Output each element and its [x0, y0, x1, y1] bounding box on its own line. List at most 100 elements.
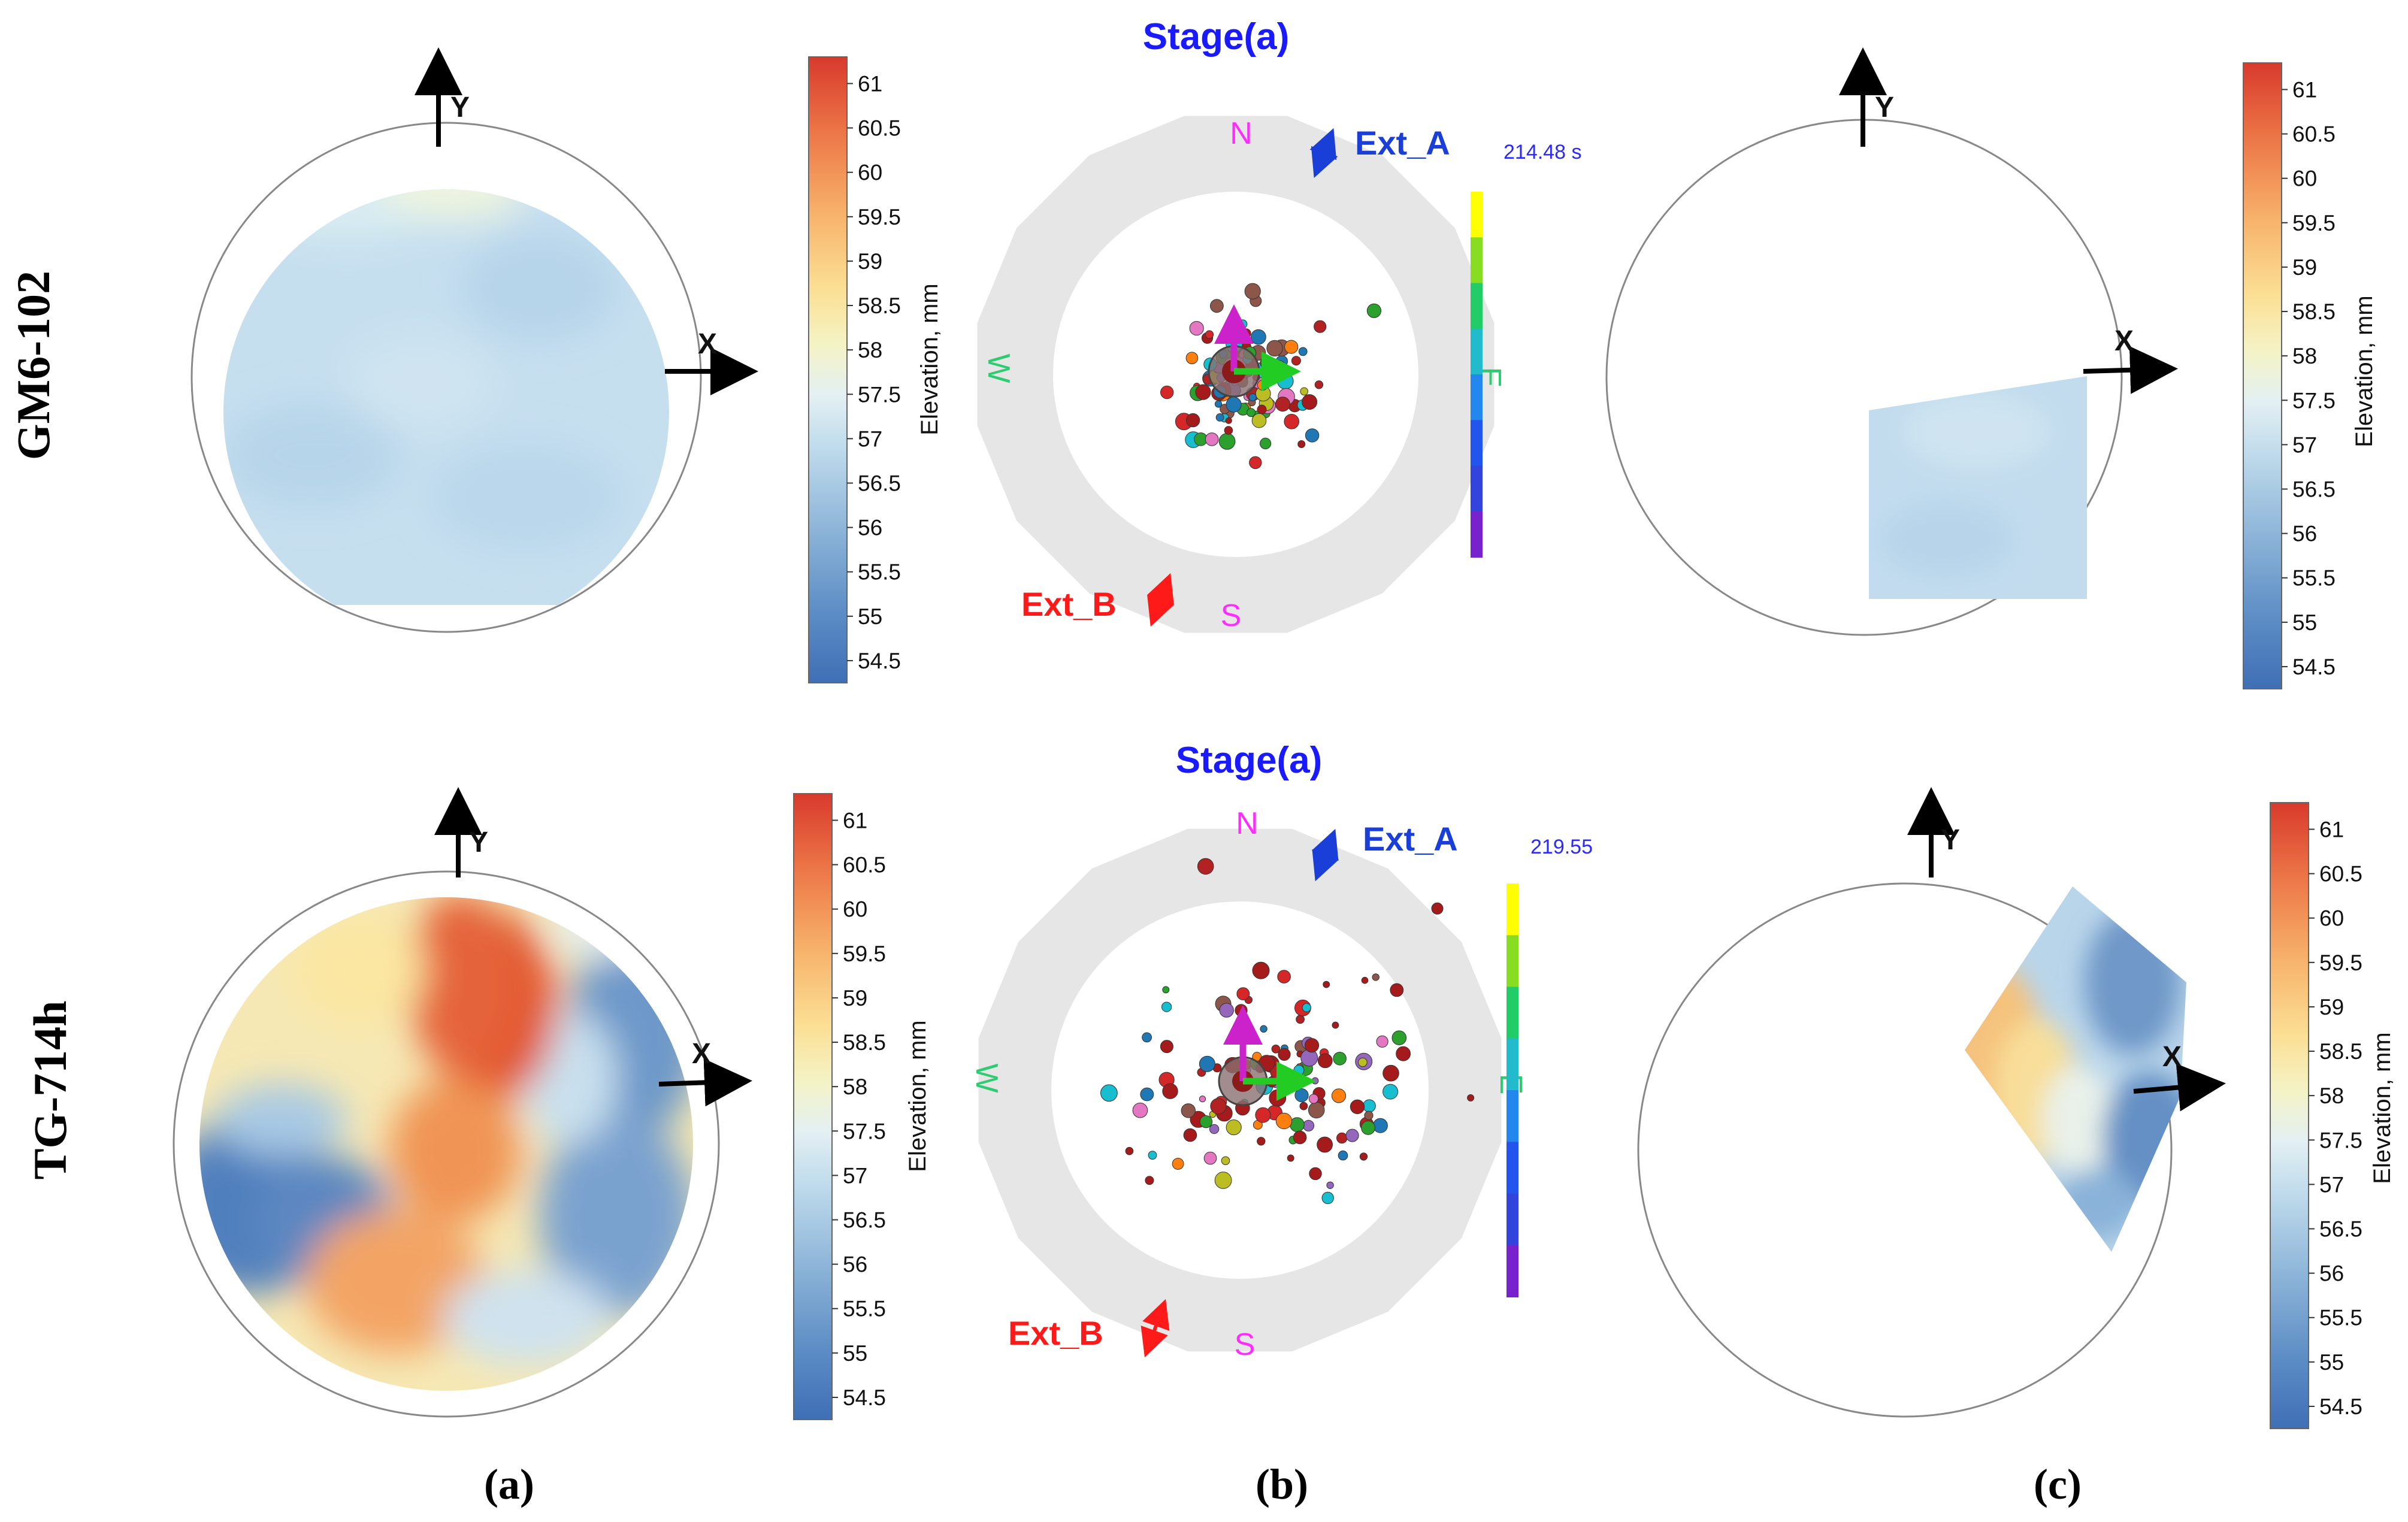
colorbar-tick-label: 56 — [2292, 522, 2317, 546]
event-dot — [1247, 408, 1256, 417]
event-dot — [1203, 1151, 1217, 1165]
event-dot — [1336, 1132, 1348, 1144]
event-dot — [1244, 283, 1261, 299]
event-dot — [1148, 1151, 1157, 1160]
colorbar-tick-label: 59.5 — [2292, 211, 2336, 235]
event-dot — [1275, 1112, 1293, 1130]
event-dot — [1160, 385, 1174, 400]
colorbar-label: Elevation, mm — [904, 1020, 931, 1172]
event-dot — [1269, 1089, 1287, 1107]
event-dot — [1338, 1150, 1348, 1161]
colorbar-label: Elevation, mm — [916, 283, 943, 435]
compass-north: N — [1236, 806, 1259, 841]
colorbar-tick-label: 54.5 — [858, 649, 901, 673]
event-dot — [1224, 426, 1233, 435]
colorbar-tick-label: 58.5 — [858, 293, 901, 318]
event-dot — [1308, 1102, 1325, 1119]
colorbar-tick-label: 56 — [858, 516, 882, 540]
colorbar-tick-label: 55.5 — [858, 560, 901, 585]
event-dot — [1145, 1176, 1154, 1185]
event-dot — [1302, 1003, 1311, 1012]
event-dot — [1260, 437, 1272, 450]
x-axis-label: X — [2162, 1041, 2182, 1073]
colorbar-tick-label: 59.5 — [858, 205, 901, 229]
event-dot — [1372, 1118, 1388, 1133]
event-dot — [1162, 986, 1170, 994]
event-dot — [1255, 1107, 1271, 1123]
event-dot — [1302, 394, 1318, 410]
event-dot — [1162, 1083, 1178, 1099]
ext-a-arrow — [1309, 128, 1338, 178]
event-dot — [1248, 393, 1257, 401]
event-dot — [1297, 440, 1306, 448]
compass-west: W — [969, 1063, 1004, 1093]
event-dot — [1314, 380, 1324, 389]
event-timeline-bar — [1471, 192, 1483, 558]
colorbar-tick-label: 58.5 — [2292, 299, 2336, 324]
event-dot — [1197, 858, 1214, 875]
colorbar-tick-label: 60 — [2319, 906, 2344, 931]
event-dot — [1225, 417, 1232, 424]
event-dot — [1345, 1128, 1359, 1142]
colorbar-tick-label: 55.5 — [2292, 566, 2336, 591]
event-dot — [1214, 400, 1223, 408]
event-dot — [1383, 1064, 1399, 1082]
x-axis-label: X — [698, 328, 717, 360]
timeline-segment — [1506, 935, 1518, 988]
time-readout: 214.48 s — [1504, 141, 1581, 164]
ext-b-label: Ext_B — [1008, 1314, 1103, 1352]
x-axis-label: X — [2114, 325, 2134, 357]
event-dot — [1361, 976, 1369, 984]
timeline-segment — [1471, 237, 1483, 284]
timeline-segment — [1471, 283, 1483, 329]
colorbar-c2: 61 60.5 60 59.5 59 58.5 58 57.5 57 56.5 56 55.5 55 54… — [2270, 802, 2395, 1429]
x-axis-arrow — [2133, 1063, 2226, 1112]
colorbar-tick-label: 61 — [843, 808, 867, 833]
colorbar-tick-label: 59 — [843, 986, 867, 1010]
ext-a-arrow — [1311, 828, 1339, 882]
event-dot — [1241, 328, 1251, 338]
compass-north: N — [1230, 116, 1253, 151]
event-dot — [1277, 373, 1294, 390]
event-dot — [1296, 1015, 1305, 1024]
ae-event-plot-1: Stage(a) N S W E Ext_A Ext_B 214.48 s — [977, 16, 1581, 633]
event-dot — [1132, 1102, 1148, 1118]
event-dot — [1218, 433, 1236, 450]
stage-title: Stage(a) — [1143, 16, 1290, 58]
colorbar-tick-label: 56.5 — [858, 471, 901, 495]
event-dot — [1291, 356, 1301, 366]
row-label-1: GM6-102 — [7, 271, 59, 460]
colorbar-tick-label: 59 — [858, 249, 882, 274]
colorbar-tick-label: 56 — [2319, 1261, 2344, 1286]
event-dot — [1332, 1021, 1339, 1029]
event-dot — [1278, 1048, 1291, 1061]
event-dot — [1305, 428, 1320, 443]
x-axis-arrow — [658, 1058, 752, 1107]
colorbar-tick-label: 57.5 — [858, 382, 901, 407]
timeline-segment — [1506, 1193, 1518, 1246]
event-dot — [1290, 1117, 1305, 1132]
event-dot — [1323, 981, 1330, 988]
event-dot — [1185, 352, 1199, 365]
timeline-segment — [1471, 465, 1483, 512]
event-dot — [1236, 987, 1250, 1000]
colorbar-tick-label: 60.5 — [843, 853, 886, 878]
colorbar-tick-label: 54.5 — [2292, 655, 2336, 679]
event-dot — [1383, 1084, 1399, 1100]
event-dot — [1161, 1001, 1172, 1012]
colorbar-tick-label: 57 — [2292, 432, 2317, 457]
colorbar-tick-label: 60.5 — [2292, 122, 2336, 147]
colorbar-tick-label: 57.5 — [2292, 388, 2336, 413]
event-dot — [1219, 1003, 1234, 1018]
specimen-outline — [190, 122, 702, 633]
specimen-ring — [977, 116, 1495, 633]
surface-map-gm6-102: Y X — [190, 47, 758, 633]
event-dot — [1311, 1077, 1319, 1085]
event-dot — [1252, 961, 1270, 979]
colorbar-tick-label: 57.5 — [843, 1119, 886, 1143]
event-dot — [1100, 1084, 1118, 1102]
event-dot — [1314, 320, 1327, 333]
event-dot — [1185, 413, 1200, 428]
timeline-segment — [1471, 420, 1483, 467]
event-dot — [1183, 1128, 1197, 1142]
